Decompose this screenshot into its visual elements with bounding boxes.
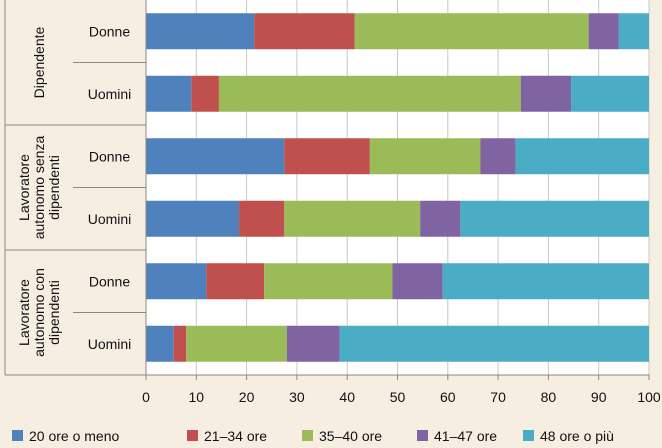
x-tick-labels: 0 10 20 30 40 50 60 70 80 90 100 bbox=[142, 389, 661, 405]
group-label-line: Lavoratore bbox=[16, 154, 32, 221]
legend-swatch bbox=[523, 430, 534, 441]
x-tick-label: 90 bbox=[591, 389, 607, 405]
axes bbox=[4, 0, 650, 380]
x-tick-label: 30 bbox=[289, 389, 305, 405]
bar-segment bbox=[442, 263, 649, 300]
x-tick-label: 100 bbox=[637, 389, 661, 405]
bar-segment bbox=[618, 13, 649, 50]
group-label: Lavoratoreautonomo senzadipendenti bbox=[16, 136, 62, 240]
group-label: Dipendente bbox=[31, 26, 47, 98]
legend: 20 ore o meno 21–34 ore 35–40 ore 41–47 ore… bbox=[12, 428, 614, 444]
group-label-line: dipendenti bbox=[46, 155, 62, 220]
bar-segment bbox=[146, 200, 240, 237]
group-label: Lavoratoreautonomo condipendenti bbox=[16, 268, 62, 357]
group-label-line: dipendenti bbox=[46, 280, 62, 345]
category-label: Uomini bbox=[88, 86, 132, 102]
legend-swatch bbox=[302, 430, 313, 441]
category-labels: Donne Uomini Donne Uomini Donne Uomini bbox=[88, 23, 132, 352]
group-label-line: autonomo senza bbox=[31, 136, 47, 240]
bar-segment bbox=[420, 200, 461, 237]
bar-segment bbox=[354, 13, 589, 50]
category-label: Donne bbox=[89, 23, 130, 39]
bar-segment bbox=[588, 13, 619, 50]
category-label: Uomini bbox=[88, 336, 132, 352]
gridlines bbox=[195, 0, 650, 375]
bar-segment bbox=[186, 325, 287, 362]
bar-segment bbox=[218, 75, 521, 112]
legend-swatch bbox=[417, 430, 428, 441]
bar-segment bbox=[264, 263, 393, 300]
bar-segment bbox=[239, 200, 285, 237]
category-label: Uomini bbox=[88, 211, 132, 227]
bar-segment bbox=[520, 75, 572, 112]
bar-segment bbox=[480, 138, 516, 175]
bar-segment bbox=[339, 325, 649, 362]
bar-segment bbox=[286, 325, 340, 362]
bar-segment bbox=[515, 138, 649, 175]
bar-segment bbox=[284, 138, 370, 175]
bar-segment bbox=[146, 325, 174, 362]
bar-segment bbox=[146, 75, 192, 112]
x-tick-label: 40 bbox=[339, 389, 355, 405]
bar-segment bbox=[146, 13, 255, 50]
legend-label: 20 ore o meno bbox=[29, 428, 119, 444]
legend-label: 21–34 ore bbox=[204, 428, 267, 444]
legend-label: 35–40 ore bbox=[319, 428, 382, 444]
x-tick-label: 10 bbox=[189, 389, 205, 405]
x-tick-label: 20 bbox=[239, 389, 255, 405]
bar-segment bbox=[206, 263, 265, 300]
bar-segment bbox=[392, 263, 443, 300]
bar-segment bbox=[460, 200, 649, 237]
group-label-line: Dipendente bbox=[31, 26, 47, 98]
group-label-line: Lavoratore bbox=[16, 279, 32, 346]
x-tick-label: 80 bbox=[541, 389, 557, 405]
legend-swatch bbox=[187, 430, 198, 441]
bar-segment bbox=[571, 75, 649, 112]
legend-label: 41–47 ore bbox=[434, 428, 497, 444]
x-tick-label: 60 bbox=[440, 389, 456, 405]
bar-segment bbox=[284, 200, 421, 237]
x-tick-label: 70 bbox=[490, 389, 506, 405]
legend-label: 48 ore o più bbox=[540, 428, 614, 444]
bars bbox=[146, 13, 649, 362]
legend-swatch bbox=[12, 430, 23, 441]
category-label: Donne bbox=[89, 148, 130, 164]
bar-segment bbox=[146, 138, 285, 175]
x-tick-label: 50 bbox=[390, 389, 406, 405]
bar-segment bbox=[369, 138, 481, 175]
category-label: Donne bbox=[89, 273, 130, 289]
bar-segment bbox=[146, 263, 207, 300]
x-tick-label: 0 bbox=[142, 389, 150, 405]
bar-segment bbox=[173, 325, 187, 362]
group-label-line: autonomo con bbox=[31, 268, 47, 357]
bar-segment bbox=[191, 75, 219, 112]
bar-segment bbox=[254, 13, 355, 50]
